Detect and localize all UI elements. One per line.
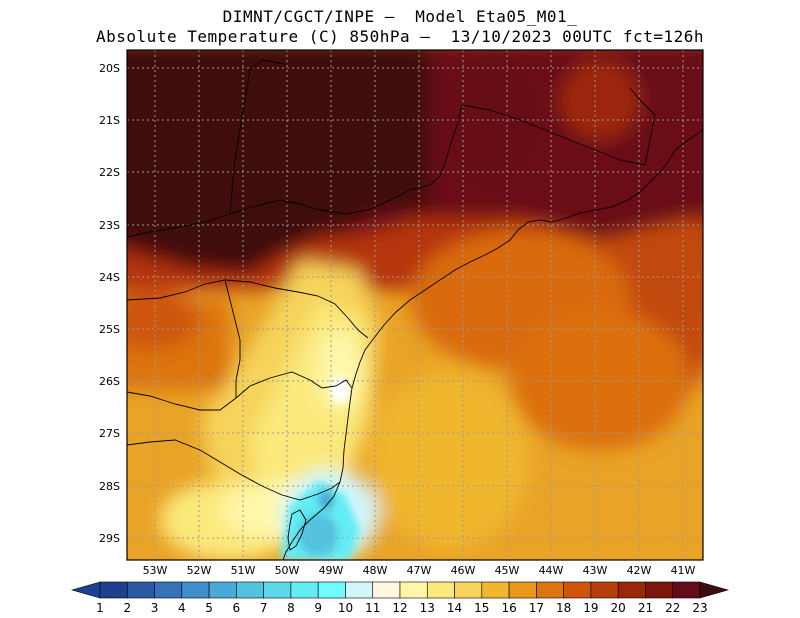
lagoon-outline (287, 509, 307, 551)
colorbar: 1 2 3 4 5 6 7 8 9 10 11 12 13 14 15 16 17 18 19 20 21 22 23 (70, 581, 730, 615)
colorbar-label: 10 (338, 601, 353, 615)
lon-label: 43W (583, 564, 608, 577)
lon-label: 45W (495, 564, 520, 577)
lon-label: 52W (187, 564, 212, 577)
lon-label: 47W (407, 564, 432, 577)
lon-tick-labels: 53W 52W 51W 50W 49W 48W 47W 46W 45W 44W … (143, 564, 696, 577)
colorbar-swatch (263, 581, 292, 599)
colorbar-label: 2 (123, 601, 131, 615)
colorbar-label: 20 (611, 601, 626, 615)
state-border-mg-north (229, 59, 286, 215)
colorbar-swatch (99, 581, 128, 599)
colorbar-label: 3 (151, 601, 159, 615)
colorbar-swatch (617, 581, 646, 599)
lat-label: 25S (99, 323, 120, 336)
lat-label: 29S (99, 532, 120, 545)
lon-label: 48W (363, 564, 388, 577)
lon-label: 44W (539, 564, 564, 577)
colorbar-swatch (181, 581, 210, 599)
lon-label: 42W (627, 564, 652, 577)
lon-label: 50W (275, 564, 300, 577)
lon-label: 41W (671, 564, 696, 577)
colorbar-label: 1 (96, 601, 104, 615)
colorbar-label: 6 (233, 601, 241, 615)
colorbar-label: 9 (314, 601, 322, 615)
colorbar-label: 18 (556, 601, 571, 615)
colorbar-arrow-high (699, 581, 730, 599)
state-border-sp-pr (127, 279, 369, 339)
colorbar-arrow-low (70, 581, 101, 599)
lat-label: 24S (99, 271, 120, 284)
temperature-field (127, 50, 703, 560)
colorbar-label: 13 (420, 601, 435, 615)
lon-label: 49W (319, 564, 344, 577)
colorbar-swatch (563, 581, 592, 599)
state-border-west (224, 279, 241, 398)
state-border-mg-es (629, 87, 656, 166)
colorbar-label: 4 (178, 601, 186, 615)
colorbar-swatch (590, 581, 619, 599)
lat-label: 26S (99, 375, 120, 388)
colorbar-swatch (236, 581, 264, 599)
colorbar-label: 5 (205, 601, 213, 615)
colorbar-swatch (672, 581, 701, 599)
lon-label: 46W (451, 564, 476, 577)
chart-title-line1: DIMNT/CGCT/INPE – Model Eta05_M01_ (222, 7, 578, 26)
colorbar-swatch (154, 581, 183, 599)
colorbar-label: 7 (260, 601, 268, 615)
lat-tick-labels: 20S 21S 22S 23S 24S 25S 26S 27S 28S 29S (99, 62, 120, 545)
lon-label: 51W (231, 564, 256, 577)
coastline (282, 129, 703, 560)
lat-label: 23S (99, 219, 120, 232)
colorbar-label: 19 (583, 601, 598, 615)
colorbar-swatch (126, 581, 155, 599)
colorbar-label: 17 (529, 601, 544, 615)
colorbar-swatch (454, 581, 483, 599)
colorbar-label: 21 (638, 601, 653, 615)
colorbar-label: 8 (287, 601, 295, 615)
colorbar-swatch (399, 581, 428, 599)
colorbar-label: 12 (392, 601, 407, 615)
colorbar-label: 22 (665, 601, 680, 615)
lat-label: 27S (99, 427, 120, 440)
colorbar-swatch (645, 581, 674, 599)
colorbar-swatch (372, 581, 401, 599)
colorbar-label: 11 (365, 601, 380, 615)
colorbar-label: 14 (447, 601, 462, 615)
lon-label: 53W (143, 564, 168, 577)
colorbar-swatch (508, 581, 537, 599)
colorbar-swatch (345, 581, 374, 599)
state-border-mg-sp (127, 104, 463, 238)
coastline-and-borders (127, 59, 703, 560)
lat-label: 21S (99, 114, 120, 127)
colorbar-label: 15 (474, 601, 489, 615)
map-frame (126, 49, 704, 561)
lat-label: 20S (99, 62, 120, 75)
map-gridlines (127, 50, 703, 560)
state-border-sc-rs (127, 439, 341, 501)
colorbar-swatch (208, 581, 237, 599)
lat-label: 22S (99, 166, 120, 179)
colorbar-swatch (426, 581, 455, 599)
lat-label: 28S (99, 480, 120, 493)
colorbar-swatch (317, 581, 346, 599)
colorbar-label: 23 (692, 601, 707, 615)
colorbar-label: 16 (501, 601, 516, 615)
state-border-pr-sc (127, 371, 353, 411)
colorbar-swatch (290, 581, 319, 599)
state-border-mg-rj (461, 104, 646, 166)
colorbar-swatch (536, 581, 564, 599)
colorbar-swatch (481, 581, 510, 599)
chart-title-line2: Absolute Temperature (C) 850hPa – 13/10/… (96, 27, 704, 46)
